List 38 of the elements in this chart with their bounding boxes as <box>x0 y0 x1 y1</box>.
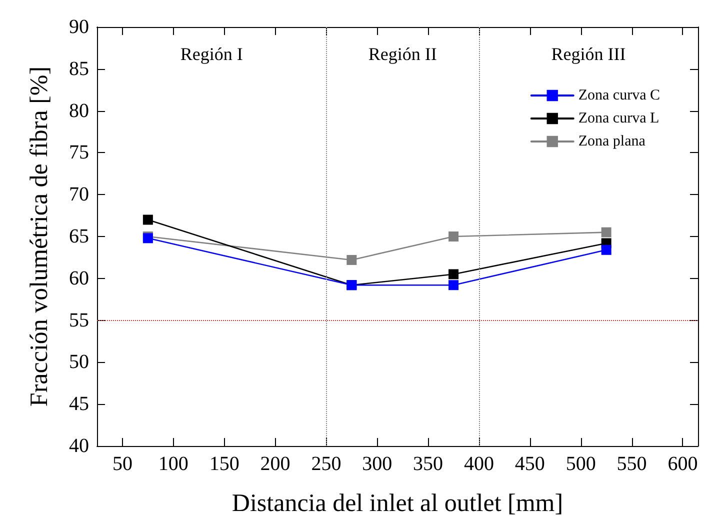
x-tick-label: 350 <box>413 453 444 475</box>
point <box>601 244 612 255</box>
point <box>142 214 153 225</box>
point <box>346 254 357 265</box>
point <box>448 232 459 242</box>
y-tick-label: 75 <box>69 142 89 164</box>
legend-label: Zona plana <box>578 134 646 150</box>
x-tick-label: 600 <box>668 453 698 475</box>
point <box>448 269 459 280</box>
y-tick-label: 80 <box>69 100 89 122</box>
legend-label: Zona curva L <box>578 110 660 126</box>
y-axis-title: Fracción volumétrica de fibra [%] <box>26 66 53 407</box>
x-tick-label: 100 <box>158 453 188 475</box>
x-tick-label: 450 <box>514 453 545 475</box>
x-axis-title: Distancia del inlet al outlet [mm] <box>232 490 564 517</box>
x-tick-label: 200 <box>260 453 290 475</box>
y-tick-label: 50 <box>69 351 89 374</box>
x-tick-label: 400 <box>464 453 494 475</box>
y-tick-label: 90 <box>69 16 89 38</box>
x-tick-label: 150 <box>209 453 240 475</box>
x-tick-label: 250 <box>311 453 342 475</box>
y-tick-label: 45 <box>69 393 89 416</box>
x-tick-label: 300 <box>362 453 392 475</box>
legend-label: Zona curva C <box>578 88 660 104</box>
annotation: Región III <box>551 44 626 64</box>
x-tick-label: 550 <box>616 453 647 475</box>
y-tick-label: 40 <box>69 435 89 457</box>
y-tick-label: 65 <box>69 226 89 248</box>
annotation: Región II <box>368 44 437 64</box>
point <box>448 280 459 290</box>
y-tick-label: 60 <box>69 267 89 290</box>
y-tick-label: 85 <box>69 58 89 80</box>
point <box>601 227 612 238</box>
annotation: Región I <box>180 44 243 64</box>
x-tick-label: 50 <box>112 453 132 475</box>
y-tick-label: 70 <box>69 184 89 206</box>
y-tick-label: 55 <box>69 309 89 332</box>
x-tick-label: 500 <box>566 453 596 475</box>
